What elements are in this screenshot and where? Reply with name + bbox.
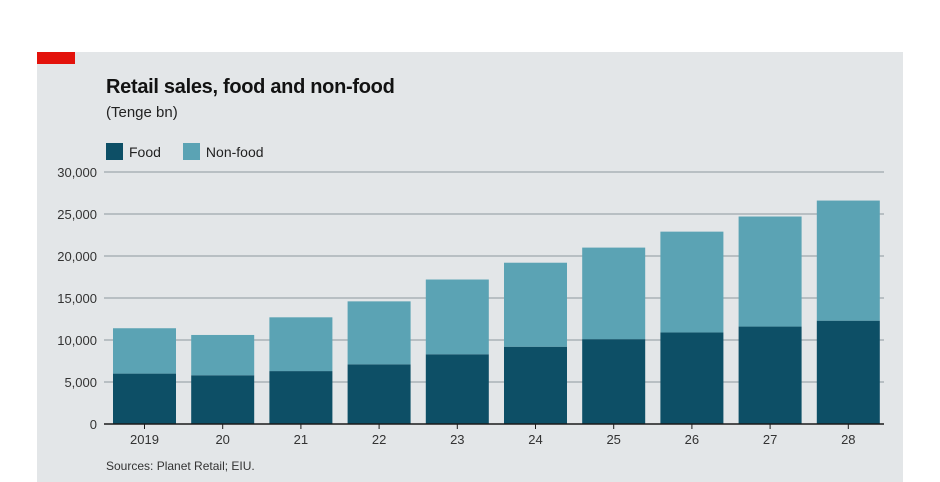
y-tick-label-20000: 20,000 [57,249,97,264]
bar-non-food-22 [347,301,411,365]
y-tick-label-5000: 5,000 [64,375,97,390]
x-tick-label-25: 25 [606,432,620,447]
y-tick-label-30000: 30,000 [57,165,97,180]
x-tick-label-22: 22 [372,432,386,447]
legend-item-non-food: Non-food [182,143,264,160]
bar-non-food-25 [582,247,646,340]
y-tick-label-0: 0 [90,417,97,432]
x-tick-label-23: 23 [450,432,464,447]
brand-red-tag [37,52,75,64]
legend-swatch-non-food [182,143,200,160]
bar-non-food-23 [425,279,489,355]
legend-swatch-food [106,143,123,160]
x-tick-label-21: 21 [294,432,308,447]
bar-food-20 [191,375,255,424]
bar-non-food-27 [738,216,802,327]
bar-food-25 [582,339,646,424]
x-tick-label-2019: 2019 [130,432,159,447]
bar-food-26 [660,332,724,424]
bar-food-27 [738,326,802,424]
x-tick-label-26: 26 [685,432,699,447]
y-tick-label-10000: 10,000 [57,333,97,348]
chart-subtitle: (Tenge bn) [106,104,178,121]
legend: Food Non-food [106,143,286,160]
bar-food-2019 [113,373,176,424]
bar-food-22 [347,364,411,424]
legend-label-non-food: Non-food [205,143,264,160]
x-tick-label-20: 20 [215,432,229,447]
bar-non-food-21 [269,317,333,372]
y-tick-label-15000: 15,000 [57,291,97,306]
x-tick-label-28: 28 [841,432,855,447]
bar-non-food-2019 [113,328,176,374]
source-note: Sources: Planet Retail; EIU. [106,459,255,473]
chart-title: Retail sales, food and non-food [106,76,395,98]
legend-label-food: Food [129,143,161,160]
bar-non-food-26 [660,231,724,333]
x-tick-label-27: 27 [763,432,777,447]
x-tick-label-24: 24 [528,432,542,447]
bar-food-23 [425,354,489,424]
y-tick-label-25000: 25,000 [57,207,97,222]
bar-food-21 [269,371,333,424]
bar-non-food-20 [191,334,255,376]
bar-food-24 [504,346,567,424]
bar-food-28 [816,320,880,424]
legend-item-food: Food [106,143,161,160]
bar-non-food-24 [504,262,567,347]
bar-non-food-28 [816,200,880,321]
